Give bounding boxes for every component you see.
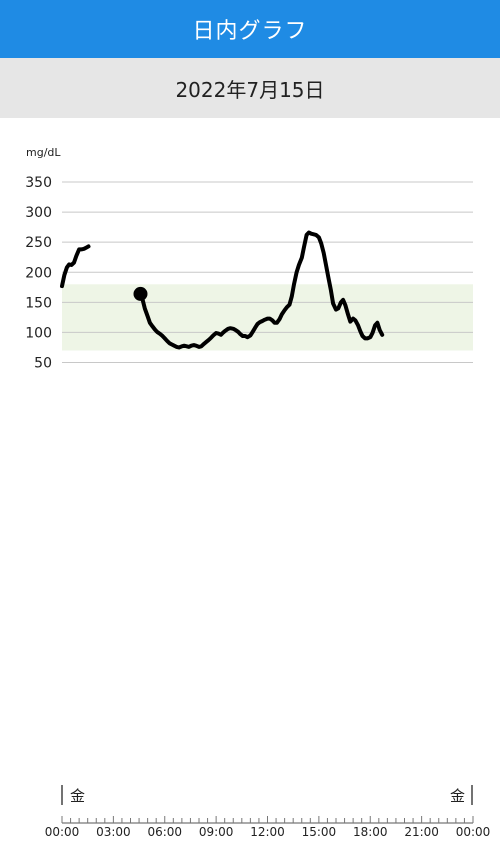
glucose-chart: mg/dL 50 100 150 200 250 300 350 00:00 03:00 06:0…	[0, 118, 500, 861]
x-tick-label-2: 06:00	[147, 825, 182, 839]
x-tick-label-3: 09:00	[199, 825, 234, 839]
y-axis-unit-label: mg/dL	[26, 146, 61, 159]
header-title: 日内グラフ	[192, 19, 308, 44]
glucose-line-segment-1	[138, 230, 385, 350]
date-label: 2022年7月15日	[175, 77, 325, 102]
y-tick-label-350: 350	[25, 175, 52, 191]
y-tick-label-150: 150	[25, 295, 52, 311]
y-tick-label-50: 50	[34, 356, 52, 372]
x-tick-label-5: 15:00	[302, 825, 337, 839]
y-tick-label-100: 100	[25, 325, 52, 341]
y-tick-label-250: 250	[25, 235, 52, 251]
y-tick-label-300: 300	[25, 205, 52, 221]
y-tick-label-200: 200	[25, 265, 52, 281]
x-tick-label-4: 12:00	[250, 825, 285, 839]
x-tick-label-0: 00:00	[45, 825, 80, 839]
x-tick-label-6: 18:00	[353, 825, 388, 839]
glucose-line-segment-0	[60, 244, 91, 289]
x-tick-label-7: 21:00	[404, 825, 439, 839]
day-label-start: 金	[70, 787, 85, 805]
day-label-end: 金	[450, 787, 465, 805]
x-tick-label-1: 03:00	[96, 825, 131, 839]
header-bar: 日内グラフ	[0, 0, 500, 58]
glucose-marker-point	[133, 286, 148, 301]
chart-svg: mg/dL 50 100 150 200 250 300 350 00:00 03:00 06:0…	[25, 146, 491, 839]
x-tick-label-8: 00:00	[456, 825, 491, 839]
date-bar: 2022年7月15日	[0, 58, 500, 118]
